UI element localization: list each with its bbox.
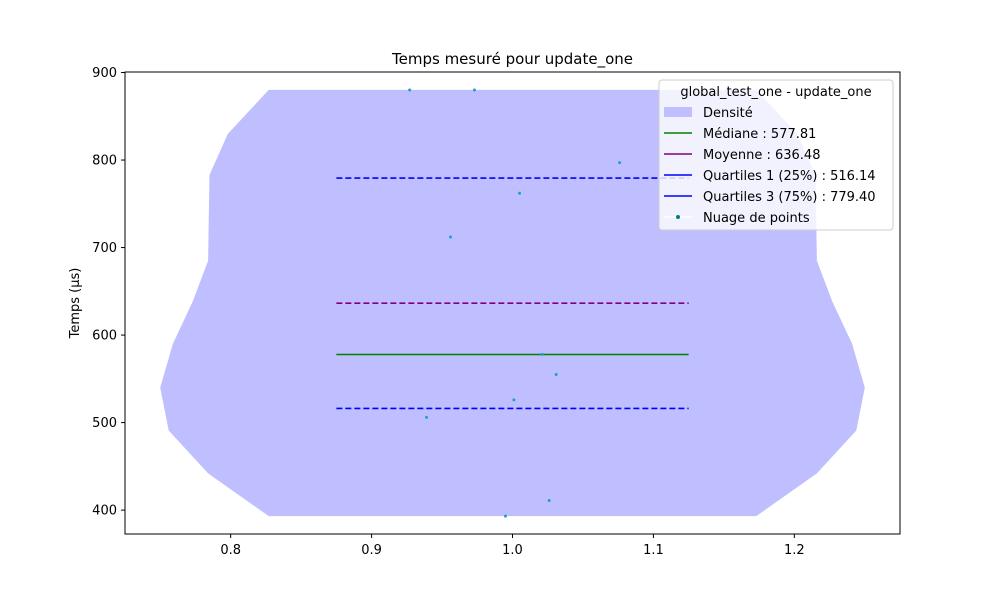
axes: 0.8 0.9 1.0 1.1 1.2 400 500 600 700 800 900 <box>92 66 804 558</box>
x-tick-label-3: 1.1 <box>643 543 664 558</box>
y-tick-label-1: 500 <box>92 416 117 431</box>
x-tick-label-0: 0.8 <box>220 543 241 558</box>
legend-swatch-points <box>676 215 680 219</box>
scatter-point-6 <box>554 372 558 376</box>
x-tick-label-4: 1.2 <box>784 543 805 558</box>
legend-label-points: Nuage de points <box>703 211 810 226</box>
y-tick-label-5: 900 <box>92 66 117 81</box>
scatter-point-4 <box>449 235 452 239</box>
scatter-point-8 <box>425 415 429 419</box>
y-tick-label-0: 400 <box>92 504 117 519</box>
legend-label-density: Densité <box>703 106 753 121</box>
legend: global_test_one - update_one Densité Média… <box>658 79 894 231</box>
scatter-point-7 <box>512 398 516 402</box>
legend-label-line-2: Quartiles 1 (25%) : 516.14 <box>703 169 876 184</box>
scatter-point-1 <box>472 88 476 92</box>
scatter-point-5 <box>540 352 544 356</box>
y-tick-label-3: 700 <box>92 241 117 256</box>
scatter-point-2 <box>618 161 622 165</box>
legend-label-line-1: Moyenne : 636.48 <box>703 148 820 163</box>
x-tick-label-2: 1.0 <box>502 543 523 558</box>
scatter-point-0 <box>408 88 412 92</box>
legend-box <box>658 79 894 231</box>
chart-title: Temps mesuré pour update_one <box>391 50 633 69</box>
y-tick-label-2: 600 <box>92 329 117 344</box>
legend-swatch-density <box>664 107 692 117</box>
legend-label-line-3: Quartiles 3 (75%) : 779.40 <box>703 190 876 205</box>
y-axis-label: Temps (µs) <box>68 268 83 340</box>
scatter-point-3 <box>518 191 522 195</box>
scatter-point-10 <box>503 514 507 518</box>
y-tick-label-4: 800 <box>92 154 117 169</box>
x-tick-label-1: 0.9 <box>361 543 382 558</box>
scatter-point-9 <box>547 498 551 502</box>
legend-title: global_test_one - update_one <box>680 85 871 100</box>
legend-label-line-0: Médiane : 577.81 <box>703 127 816 142</box>
